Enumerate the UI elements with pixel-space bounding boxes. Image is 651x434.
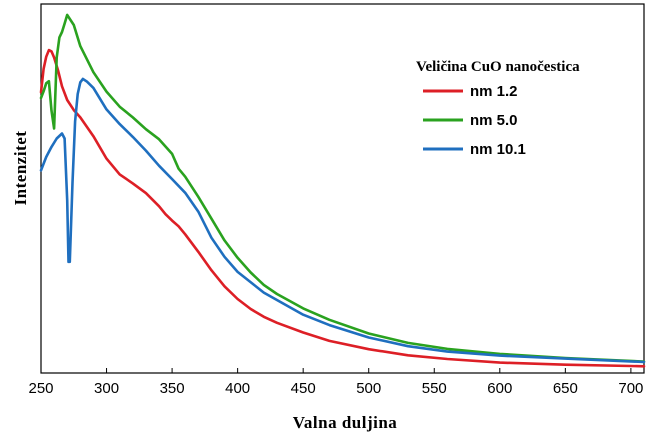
legend-title: Veličina CuO nanočestica [416, 59, 580, 75]
x-tick-label: 250 [28, 380, 53, 397]
x-tick-label: 350 [160, 380, 185, 397]
series-line-nm-5-0 [39, 13, 646, 363]
legend-label: nm 10.1 [470, 141, 526, 158]
legend-entries: nm 1.2 nm 5.0 nm 10.1 [423, 83, 526, 158]
legend: Veličina CuO nanočestica nm 1.2nm 5.0nm … [416, 59, 580, 158]
series-layer [39, 13, 646, 368]
series-line-nm-1-2 [39, 48, 646, 368]
plot-frame [40, 3, 645, 374]
x-tick-label: 450 [291, 380, 316, 397]
x-tick-label: 700 [618, 380, 643, 397]
x-tick-label: 500 [356, 380, 381, 397]
x-tick-label: 650 [553, 380, 578, 397]
legend-label: nm 5.0 [470, 112, 518, 129]
x-tick-label: 400 [225, 380, 250, 397]
x-tick-label: 300 [94, 380, 119, 397]
legend-label: nm 1.2 [470, 83, 518, 100]
x-axis-title: Valna duljina [293, 413, 398, 432]
series-line-nm-10-1 [39, 77, 646, 364]
x-axis-ticks: 250 300 350 400 450 500 550 600 650 700 [28, 368, 643, 397]
y-axis-title: Intenzitet [11, 131, 30, 206]
x-tick-label: 550 [422, 380, 447, 397]
x-tick-label: 600 [487, 380, 512, 397]
